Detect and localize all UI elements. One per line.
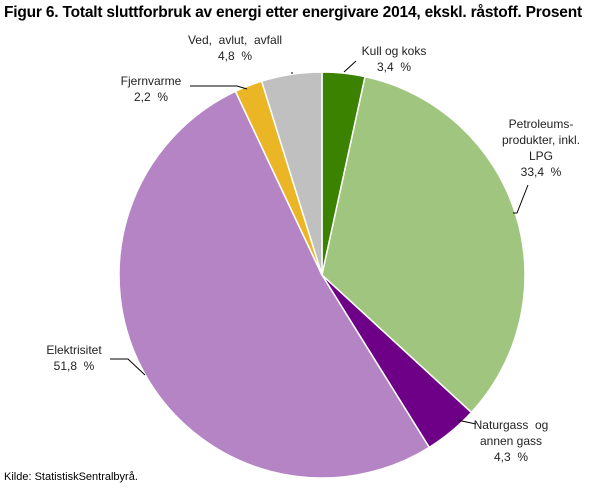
- slice-value-label: 33,4 %: [521, 165, 562, 179]
- slice-name-label: produkter, inkl.: [502, 133, 580, 147]
- pie-slice-elektrisitet: [118, 90, 431, 479]
- slice-name-label: Fjernvarme: [121, 74, 182, 88]
- slice-name-label: Petroleums-: [509, 117, 574, 131]
- leader-line-naturgass-og-annen-gass: [456, 419, 477, 425]
- pie-slices: [118, 71, 526, 479]
- leader-line-elektrisitet: [110, 358, 146, 376]
- slice-value-label: 4,8 %: [218, 49, 252, 63]
- slice-name-label: Naturgass og: [474, 418, 549, 432]
- pie-slice-ved-avlut-avfall: [260, 71, 323, 276]
- pie-slice-petroleums-produkter-inkl-lpg: [321, 75, 526, 414]
- slice-label-ved-avlut-avfall: Ved, avlut, avfall 4,8 %: [188, 33, 282, 63]
- slice-label-elektrisitet: Elektrisitet 51,8 %: [46, 343, 102, 373]
- slice-label-fjernvarme: Fjernvarme 2,2 %: [121, 74, 182, 104]
- slice-name-label: Elektrisitet: [46, 343, 102, 357]
- source-note: Kilde: StatistiskSentralbyrå.: [4, 471, 138, 483]
- slice-value-label: 3,4 %: [377, 60, 411, 74]
- slice-label-kull-og-koks: Kull og koks 3,4 %: [362, 44, 427, 74]
- slice-label-naturgass-og-annen-gass: Naturgass og annen gass 4,3 %: [474, 418, 549, 464]
- slice-labels: Kull og koks 3,4 % Petroleums-produkter, i…: [46, 33, 580, 464]
- slice-value-label: 51,8 %: [54, 359, 95, 373]
- slice-label-petroleums-produkter-inkl-lpg: Petroleums-produkter, inkl. LPG 33,4 %: [502, 117, 580, 179]
- slice-name-label: Kull og koks: [362, 44, 427, 58]
- slice-name-label: LPG: [529, 149, 553, 163]
- chart-title: Figur 6. Totalt sluttforbruk av energi e…: [4, 4, 582, 21]
- slice-value-label: 4,3 %: [494, 450, 528, 464]
- leader-line-petroleums-produkter-inkl-lpg: [513, 184, 529, 214]
- leader-lines: [110, 60, 529, 425]
- slice-value-label: 2,2 %: [134, 90, 168, 104]
- slice-name-label: Ved, avlut, avfall: [188, 33, 282, 47]
- slice-name-label: annen gass: [480, 434, 542, 448]
- leader-line-kull-og-koks: [343, 60, 357, 73]
- leader-line-fjernvarme: [190, 85, 248, 90]
